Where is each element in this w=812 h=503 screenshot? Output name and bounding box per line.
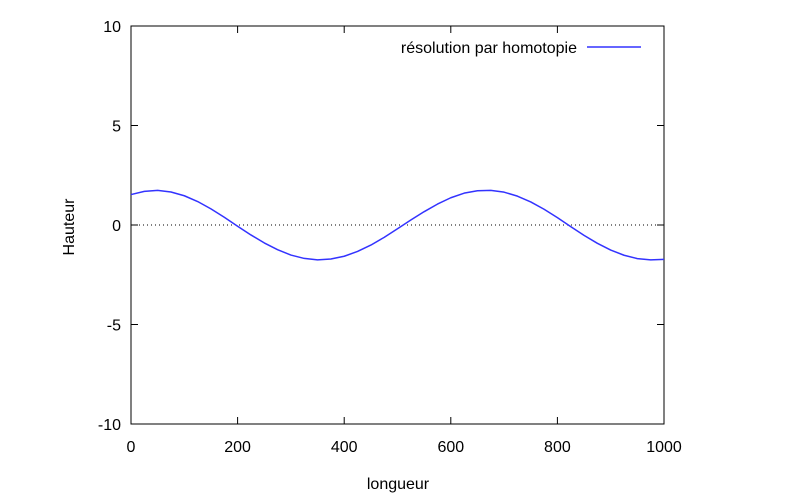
y-tick-label: -10 <box>98 417 121 434</box>
series-line <box>130 189 665 261</box>
x-tick-label: 600 <box>437 439 464 456</box>
x-axis-title: longueur <box>367 476 430 493</box>
x-tick-label: 400 <box>331 439 358 456</box>
y-tick-label: 10 <box>103 19 121 36</box>
y-axis-title: Hauteur <box>61 198 78 256</box>
y-tick-label: 5 <box>112 119 121 136</box>
plot-border <box>130 25 665 425</box>
x-tick-label: 200 <box>224 439 251 456</box>
plot-frame <box>130 25 665 425</box>
x-tick-label: 800 <box>544 439 571 456</box>
series-layer <box>130 189 665 261</box>
y-tick-label: -5 <box>107 318 121 335</box>
legend-label: résolution par homotopie <box>401 40 577 57</box>
ticks-layer: 0 200 400 600 800 1000 -10 -5 0 5 10 <box>98 19 682 456</box>
legend: résolution par homotopie <box>401 40 641 57</box>
x-tick-label: 1000 <box>646 439 682 456</box>
x-tick-label: 0 <box>127 439 136 456</box>
y-tick-label: 0 <box>112 218 121 235</box>
